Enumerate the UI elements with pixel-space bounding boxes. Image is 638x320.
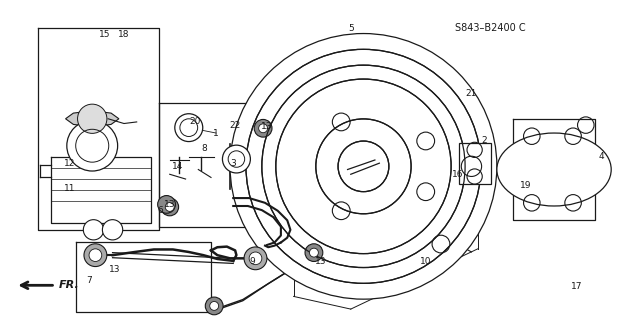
Text: 15: 15 xyxy=(98,30,110,39)
Text: 10: 10 xyxy=(420,257,431,266)
Text: 19: 19 xyxy=(520,181,531,190)
Circle shape xyxy=(84,244,107,267)
Text: 1: 1 xyxy=(213,129,219,138)
Text: 21: 21 xyxy=(466,89,477,98)
Circle shape xyxy=(210,301,219,310)
Circle shape xyxy=(158,196,175,213)
Circle shape xyxy=(175,114,203,141)
Circle shape xyxy=(223,145,250,173)
Text: 13: 13 xyxy=(315,257,326,266)
Text: 6: 6 xyxy=(158,206,163,215)
Text: 18: 18 xyxy=(117,30,129,39)
Circle shape xyxy=(309,248,318,257)
Text: 2: 2 xyxy=(481,136,487,146)
Circle shape xyxy=(249,252,262,265)
Text: 4: 4 xyxy=(599,152,604,161)
Circle shape xyxy=(205,297,223,315)
Text: 13: 13 xyxy=(108,265,120,274)
Polygon shape xyxy=(66,111,119,127)
Text: 14: 14 xyxy=(172,162,184,171)
Text: 5: 5 xyxy=(348,24,353,33)
Circle shape xyxy=(102,220,122,240)
Text: 11: 11 xyxy=(64,184,76,193)
Circle shape xyxy=(161,198,179,216)
Text: 9: 9 xyxy=(249,257,255,266)
Circle shape xyxy=(89,249,101,261)
Text: 12: 12 xyxy=(64,159,76,168)
Circle shape xyxy=(230,34,497,299)
Circle shape xyxy=(258,124,267,133)
Text: 20: 20 xyxy=(189,117,201,126)
Text: 7: 7 xyxy=(86,276,92,285)
Circle shape xyxy=(244,247,267,270)
Text: 13: 13 xyxy=(261,122,272,131)
Circle shape xyxy=(67,120,117,171)
Text: FR.: FR. xyxy=(59,280,79,290)
Text: 17: 17 xyxy=(570,282,582,292)
Text: S843–B2400 C: S843–B2400 C xyxy=(455,23,526,33)
Text: 16: 16 xyxy=(452,170,463,179)
Text: 13: 13 xyxy=(164,200,175,209)
Circle shape xyxy=(84,220,103,240)
Circle shape xyxy=(305,244,323,261)
Circle shape xyxy=(254,119,272,137)
Polygon shape xyxy=(459,142,491,184)
Circle shape xyxy=(165,203,174,212)
Text: 22: 22 xyxy=(230,121,241,130)
Text: 3: 3 xyxy=(230,159,236,168)
Ellipse shape xyxy=(497,133,611,206)
Text: 8: 8 xyxy=(202,144,207,153)
Circle shape xyxy=(78,104,107,133)
